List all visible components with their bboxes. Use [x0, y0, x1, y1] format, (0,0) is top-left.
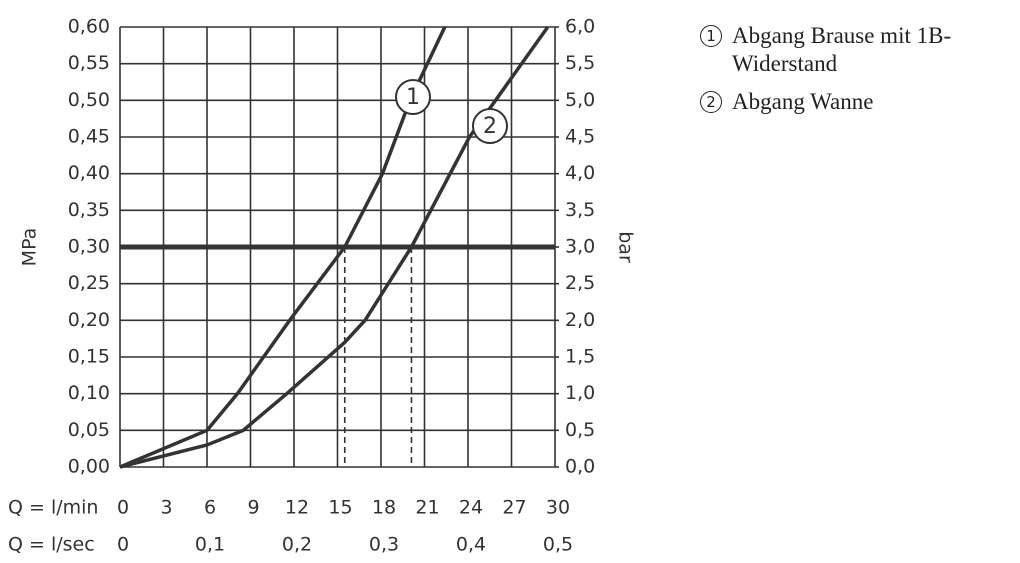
legend-label: Abgang Brause mit 1B-Widerstand [732, 23, 952, 76]
x-tick-label: 0 [117, 497, 129, 519]
y-tick-label: 0,50 [68, 89, 110, 111]
curve-label-circle [472, 108, 508, 144]
y2-tick-label: 2,5 [565, 272, 595, 294]
y2-tick-label: 5,5 [565, 52, 595, 74]
y2-tick-label: 3,0 [565, 236, 595, 258]
curve-label: 2 [483, 114, 497, 139]
y-tick-label: 0,55 [68, 52, 110, 74]
y-tick-label: 0,10 [68, 382, 110, 404]
x-tick-label: 24 [459, 497, 483, 519]
x-tick-label: 21 [415, 497, 439, 519]
legend-item: 1 Abgang Brause mit 1B-Widerstand [700, 22, 1020, 78]
y2-tick-label: 3,5 [565, 199, 595, 221]
x-axis-label: Q = l/min [8, 497, 98, 519]
x2-tick-label: 0,5 [543, 534, 573, 556]
legend-label: Abgang Wanne [732, 89, 874, 114]
x-tick-label: 27 [502, 497, 526, 519]
y-tick-label: 0,45 [68, 126, 110, 148]
y2-tick-label: 1,0 [565, 382, 595, 404]
y-tick-label: 0,20 [68, 309, 110, 331]
y2-axis-label: bar [615, 231, 637, 263]
x-tick-label: 9 [247, 497, 259, 519]
x2-tick-label: 0,4 [456, 534, 486, 556]
y-tick-label: 0,40 [68, 162, 110, 184]
y2-tick-label: 0,0 [565, 456, 595, 478]
x2-tick-label: 0 [117, 534, 129, 556]
y2-tick-label: 6,0 [565, 16, 595, 38]
x-tick-label: 6 [204, 497, 216, 519]
y2-tick-label: 4,0 [565, 162, 595, 184]
x-tick-label: 30 [546, 497, 570, 519]
x-tick-label: 15 [328, 497, 352, 519]
x-tick-label: 12 [285, 497, 309, 519]
x-tick-label: 18 [372, 497, 396, 519]
y2-tick-label: 4,5 [565, 126, 595, 148]
x2-tick-label: 0,2 [282, 534, 312, 556]
legend: 1 Abgang Brause mit 1B-Widerstand 2 Abgang … [700, 22, 1020, 126]
legend-marker: 2 [700, 91, 722, 113]
y2-tick-label: 0,5 [565, 419, 595, 441]
curve-label-circle [395, 79, 431, 115]
chart: MPa bar Q = l/min Q = l/sec 0,000,050,10… [8, 16, 637, 556]
y2-tick-label: 1,5 [565, 346, 595, 368]
curve-label: 1 [406, 85, 420, 110]
y-tick-label: 0,25 [68, 272, 110, 294]
y-tick-label: 0,35 [68, 199, 110, 221]
line [119, 25, 550, 469]
y2-tick-label: 2,0 [565, 309, 595, 331]
x2-tick-label: 0,1 [195, 534, 225, 556]
legend-marker: 1 [700, 25, 722, 47]
y2-tick-label: 5,0 [565, 89, 595, 111]
x2-axis-label: Q = l/sec [8, 534, 95, 556]
y-tick-label: 0,30 [68, 236, 110, 258]
y-tick-label: 0,05 [68, 419, 110, 441]
y-axis-label: MPa [19, 228, 41, 267]
y-tick-label: 0,15 [68, 346, 110, 368]
x-tick-label: 3 [160, 497, 172, 519]
y-tick-label: 0,60 [68, 16, 110, 38]
x2-tick-label: 0,3 [369, 534, 399, 556]
y-tick-label: 0,00 [68, 456, 110, 478]
legend-item: 2 Abgang Wanne [700, 88, 1020, 116]
